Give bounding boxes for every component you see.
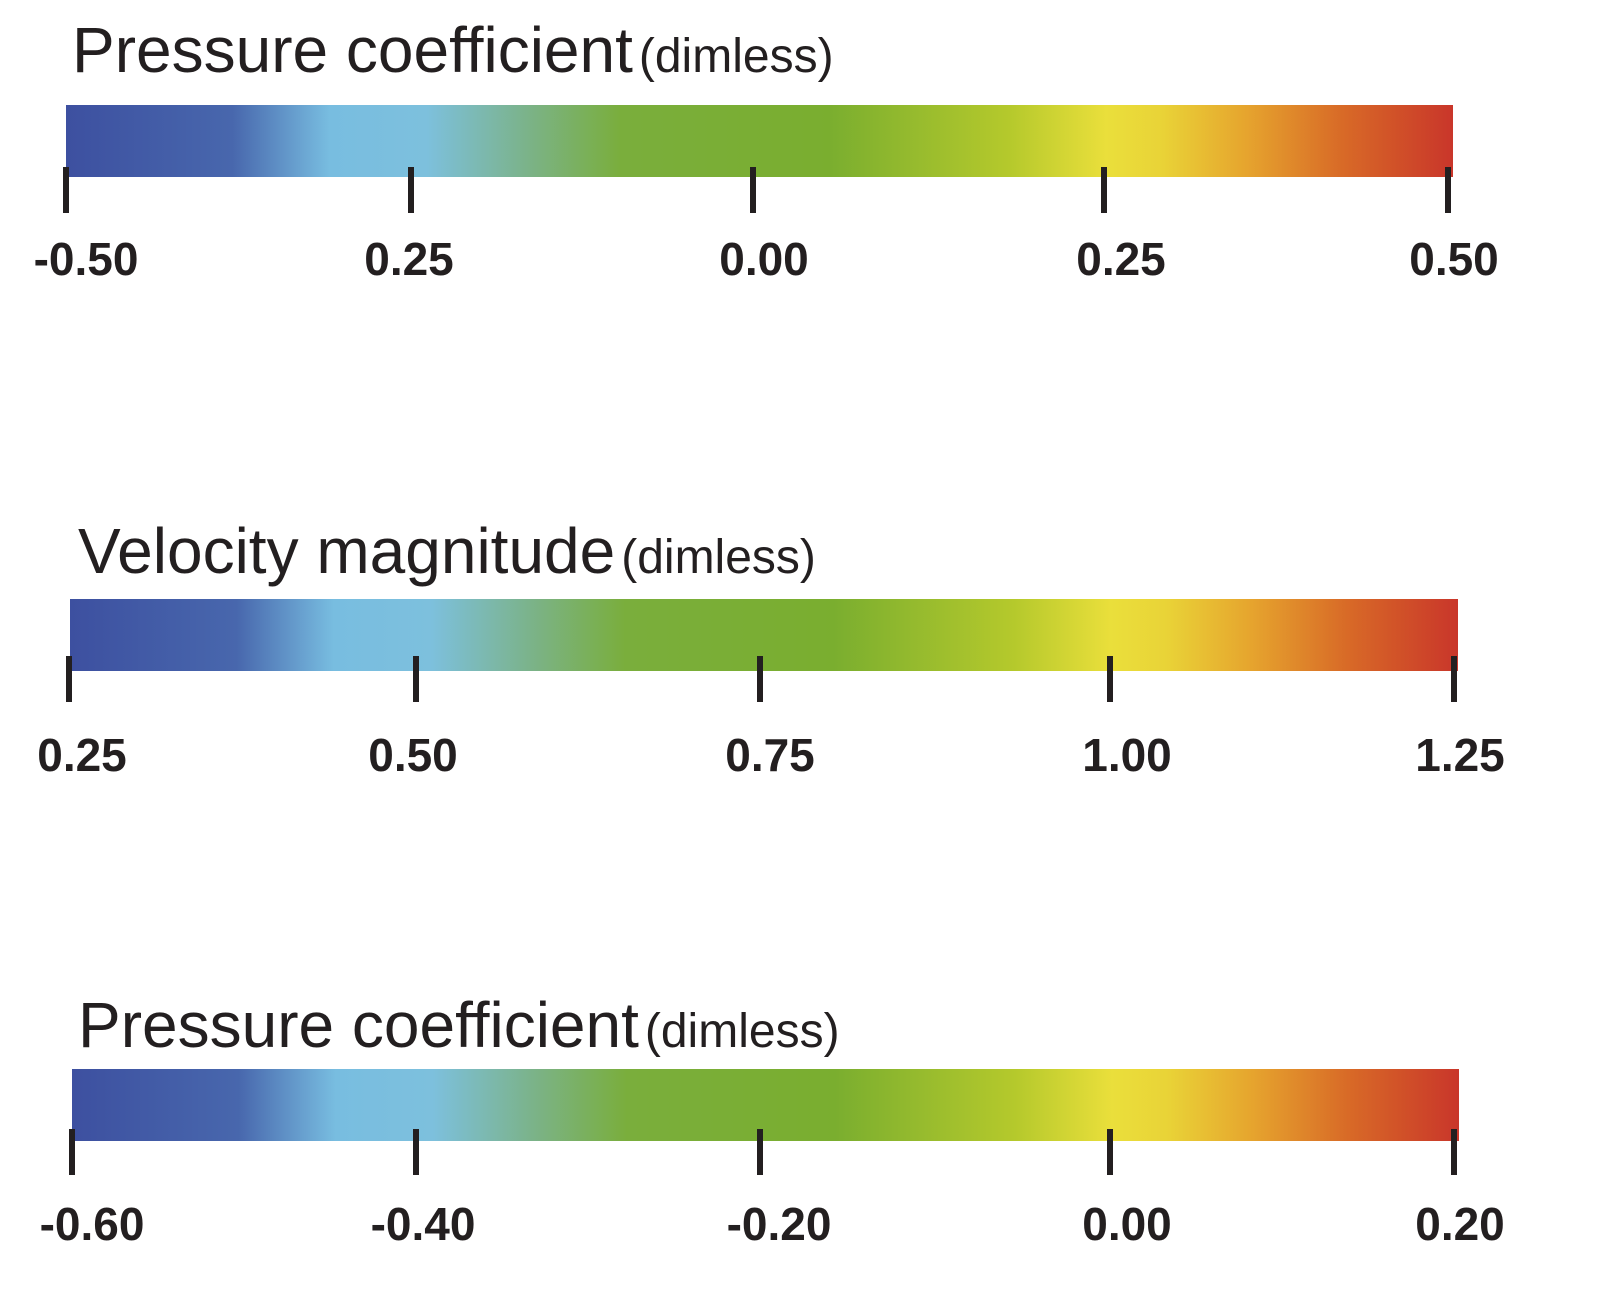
tick-mark (1451, 1129, 1457, 1175)
legend-title-text: Pressure coefficient (72, 14, 633, 86)
colorbar-legend-pressure-2: Pressure coefficient (dimless) -0.60 -0.4… (0, 978, 1600, 1278)
color-gradient-bar (70, 599, 1458, 671)
tick-mark (757, 1129, 763, 1175)
tick-label: -0.60 (39, 1198, 145, 1250)
color-gradient-bar (66, 105, 1453, 177)
tick-mark (63, 167, 69, 213)
tick-mark (757, 656, 763, 702)
tick-label: 0.25 (1076, 233, 1166, 285)
tick-mark (69, 1129, 75, 1175)
legend-title-text: Pressure coefficient (78, 989, 639, 1061)
tick-mark (1101, 167, 1107, 213)
colorbar-legend-velocity: Velocity magnitude (dimless) 0.25 0.50 0.… (0, 505, 1600, 805)
tick-label: -0.50 (33, 233, 139, 285)
tick-mark (408, 167, 414, 213)
tick-label: 0.25 (37, 729, 127, 781)
legend-unit: (dimless) (644, 1005, 840, 1058)
tick-mark (413, 656, 419, 702)
legend-title: Pressure coefficient (dimless) (78, 993, 840, 1057)
tick-label: 0.50 (368, 729, 458, 781)
tick-label: 0.50 (1409, 233, 1499, 285)
tick-label: -0.40 (370, 1198, 476, 1250)
tick-mark (1451, 656, 1457, 702)
tick-label: -0.20 (726, 1198, 832, 1250)
tick-label: 1.25 (1415, 729, 1505, 781)
tick-mark (66, 656, 72, 702)
tick-mark (1107, 656, 1113, 702)
tick-mark (1445, 167, 1451, 213)
tick-label: 0.25 (364, 233, 454, 285)
tick-label: 0.75 (725, 729, 815, 781)
tick-label: 0.20 (1415, 1198, 1505, 1250)
legend-unit: (dimless) (638, 30, 834, 83)
color-gradient-bar (72, 1069, 1459, 1141)
tick-mark (413, 1129, 419, 1175)
tick-mark (1107, 1129, 1113, 1175)
tick-label: 0.00 (719, 233, 809, 285)
tick-label: 1.00 (1082, 729, 1172, 781)
tick-mark (750, 167, 756, 213)
colorbar-legend-pressure-1: Pressure coefficient (dimless) -0.50 0.25… (0, 0, 1600, 300)
tick-label: 0.00 (1082, 1198, 1172, 1250)
legend-title: Velocity magnitude (dimless) (78, 519, 816, 583)
legend-unit: (dimless) (621, 531, 816, 584)
legend-title-text: Velocity magnitude (78, 515, 616, 587)
legend-title: Pressure coefficient (dimless) (72, 18, 834, 82)
